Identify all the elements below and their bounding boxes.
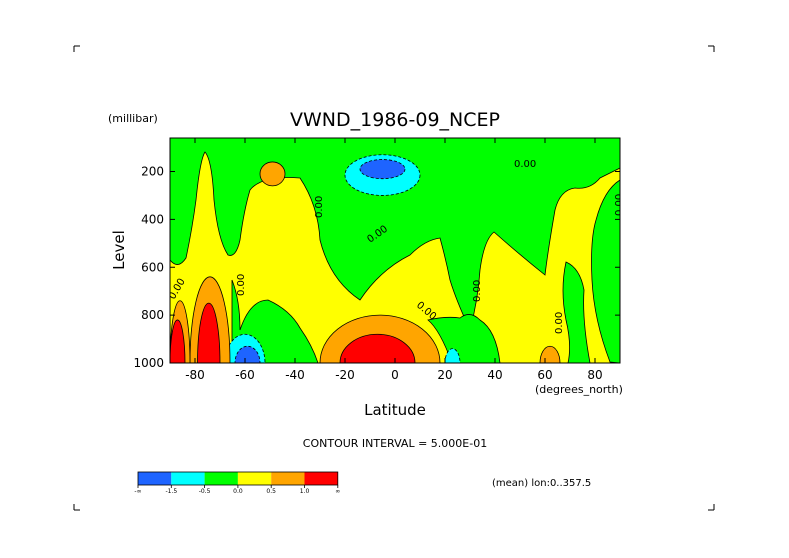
crop-marks	[73, 45, 715, 511]
x-tick-label: -60	[235, 368, 255, 382]
contour-region-negative	[444, 348, 461, 363]
contour-label: 0.00	[236, 274, 247, 296]
x-axis-title: Latitude	[364, 401, 426, 419]
field-weak-negative-low	[427, 314, 501, 363]
contour-label: 0.00	[472, 280, 483, 302]
colorbar-label: -∞	[134, 488, 141, 495]
colorbar-swatch	[271, 472, 305, 485]
x-units-label: (degrees_north)	[535, 383, 623, 396]
colorbar-label: 1.0	[300, 488, 310, 495]
x-tick-label: 20	[437, 368, 452, 382]
crop-mark-bottom-left	[73, 504, 80, 511]
crop-mark-bottom-right	[708, 504, 715, 511]
colorbar-label: -0.5	[199, 488, 211, 495]
x-tick-label: 40	[487, 368, 502, 382]
colorbar-swatch	[237, 472, 272, 485]
colorbar-swatch	[204, 472, 238, 485]
x-axis: -80 -60 -40 -20 0 20 40 60 80	[185, 138, 603, 382]
plot-area: 0.00 0.00 0.00 0.00 0.00 0.00 0.00 0.00 …	[170, 138, 625, 363]
contour-region-positive	[259, 161, 286, 187]
y-tick-label: 200	[141, 165, 164, 179]
colorbar-label: 0.5	[266, 488, 276, 495]
field-weak-negative-left	[170, 138, 620, 332]
contour-label: 0.00	[614, 194, 625, 216]
chart-title: VWND_1986-09_NCEP	[290, 109, 500, 131]
colorbar-swatch	[304, 472, 338, 485]
colorbar: -∞ -1.5 -0.5 0.0 0.5 1.0 ∞	[134, 471, 340, 495]
colorbar-label: ∞	[335, 488, 340, 495]
contour-label: 0.00	[514, 159, 536, 170]
contour-interval-text: CONTOUR INTERVAL = 5.000E-01	[303, 437, 487, 450]
x-tick-label: 80	[587, 368, 602, 382]
y-units-label: (millibar)	[108, 112, 158, 125]
contour-region-strong-positive	[197, 302, 221, 363]
y-tick-label: 600	[141, 260, 164, 274]
contour-label: 0.00	[554, 312, 565, 334]
colorbar-label: 0.0	[233, 488, 243, 495]
contour-region-strong-positive	[339, 333, 416, 363]
y-axis: 200 400 600 800 1000	[133, 165, 620, 370]
contour-label: 0.00	[314, 196, 325, 218]
y-axis-title: Level	[110, 230, 128, 270]
x-tick-label: -80	[185, 368, 205, 382]
x-tick-label: 60	[537, 368, 552, 382]
colorbar-label: -1.5	[165, 488, 177, 495]
colorbar-swatch	[138, 472, 172, 485]
y-tick-label: 1000	[133, 356, 164, 370]
y-tick-label: 400	[141, 212, 164, 226]
x-tick-label: -20	[335, 368, 355, 382]
x-tick-label: -40	[285, 368, 305, 382]
contour-region-strong-negative	[234, 345, 261, 363]
crop-mark-top-left	[73, 45, 80, 52]
field-weak-negative-right	[591, 179, 620, 363]
field-weak-negative-mid	[562, 261, 591, 363]
y-tick-label: 800	[141, 308, 164, 322]
region-text: (mean) lon:0..357.5	[492, 478, 591, 489]
crop-mark-top-right	[708, 45, 715, 52]
colorbar-swatch	[171, 472, 205, 485]
contour-regions	[170, 154, 561, 363]
contour-region-strong-negative	[359, 159, 406, 180]
x-tick-label: 0	[391, 368, 399, 382]
